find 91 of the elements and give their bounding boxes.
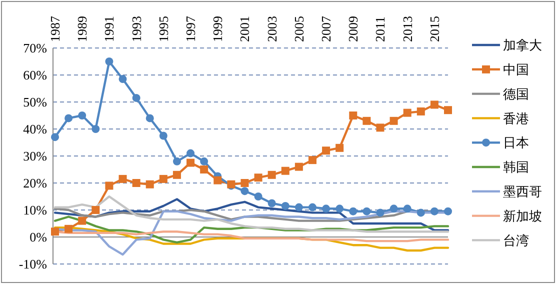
point — [336, 144, 344, 152]
point — [240, 179, 249, 187]
x-tick-label: 1999 — [210, 16, 226, 42]
point — [322, 146, 330, 155]
x-tick-label: 1987 — [48, 16, 62, 42]
x-tick-label: 2015 — [426, 16, 442, 42]
legend-label: 韩国 — [503, 160, 529, 176]
point — [64, 114, 73, 122]
legend-label: 德国 — [503, 87, 529, 102]
point — [51, 133, 59, 142]
point — [118, 174, 127, 183]
point — [159, 174, 168, 183]
y-tick-label: 70% — [23, 40, 48, 56]
point — [105, 58, 114, 66]
point — [390, 204, 398, 213]
point — [376, 208, 384, 217]
point — [92, 206, 100, 214]
point — [268, 170, 276, 179]
point — [308, 203, 316, 212]
point — [268, 199, 276, 208]
point — [430, 207, 438, 216]
y-tick-label: 10% — [23, 202, 48, 218]
point — [349, 207, 358, 216]
legend-label: 台湾 — [503, 232, 529, 249]
x-tick-label: 2007 — [318, 16, 334, 42]
x-tick-label: 2013 — [400, 16, 415, 42]
x-tick-label: 2005 — [291, 16, 306, 42]
point — [430, 100, 438, 109]
point — [146, 180, 154, 188]
point — [92, 125, 100, 133]
x-tick-label: 1997 — [183, 16, 198, 42]
x-tick-label: 1991 — [102, 16, 117, 42]
point — [294, 203, 303, 212]
point — [403, 204, 412, 213]
x-tick-label: 2011 — [372, 16, 388, 42]
x-tick-label: 1989 — [74, 16, 90, 42]
point — [322, 204, 330, 213]
point — [214, 176, 222, 184]
point — [294, 162, 303, 171]
y-tick-label: 20% — [23, 176, 48, 191]
point — [118, 75, 127, 84]
point — [78, 112, 86, 120]
point — [444, 207, 452, 216]
point — [200, 157, 208, 166]
point — [51, 228, 59, 236]
point — [146, 114, 154, 122]
point — [281, 202, 290, 210]
point — [240, 187, 249, 196]
legend-label: 加拿大 — [503, 38, 542, 54]
legend-label: 墨西哥 — [503, 184, 542, 200]
x-tick-label: 1993 — [128, 16, 144, 42]
x-tick-label: 2003 — [264, 16, 280, 42]
x-tick-label: 2009 — [346, 16, 361, 42]
y-tick-label: 40% — [23, 122, 48, 137]
point — [172, 157, 181, 166]
point — [254, 174, 262, 182]
point — [403, 108, 412, 117]
point — [105, 182, 114, 190]
point — [132, 179, 140, 187]
point — [308, 156, 316, 164]
point — [362, 116, 371, 125]
line-series — [54, 216, 450, 244]
point — [200, 166, 208, 174]
x-tick-label: 1995 — [156, 16, 171, 42]
point — [186, 158, 195, 167]
legend-label: 日本 — [503, 136, 529, 152]
point — [78, 216, 86, 225]
legend-label: 新加坡 — [503, 209, 542, 224]
point — [376, 124, 384, 132]
point — [416, 107, 425, 116]
y-tick-label: 0% — [30, 230, 48, 245]
point — [254, 192, 262, 200]
point — [336, 204, 344, 213]
point — [349, 112, 358, 120]
point — [132, 94, 140, 102]
point — [64, 224, 73, 233]
legend-label: 香港 — [503, 112, 529, 127]
legend-label: 中国 — [503, 62, 529, 78]
point — [172, 170, 181, 179]
point — [362, 207, 371, 216]
y-tick-label: 30% — [23, 148, 48, 164]
y-tick-label: -10% — [18, 256, 48, 272]
point — [159, 132, 168, 140]
point — [281, 166, 290, 175]
point — [390, 116, 398, 125]
x-tick-label: 2001 — [237, 16, 252, 42]
y-tick-label: 60% — [23, 68, 48, 83]
point — [186, 149, 195, 158]
point — [416, 208, 425, 217]
y-tick-label: 50% — [23, 94, 48, 110]
point — [444, 106, 452, 114]
